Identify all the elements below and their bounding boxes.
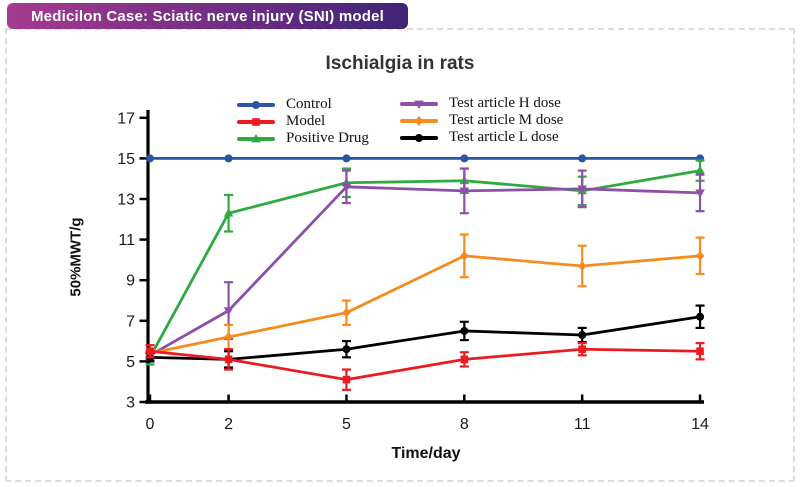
legend-column-2: Test article H dose Test article M dose …	[400, 95, 563, 146]
svg-text:8: 8	[460, 416, 469, 433]
triangle-up-marker-icon	[248, 132, 264, 146]
legend-label: Control	[286, 96, 332, 112]
svg-text:14: 14	[691, 416, 709, 433]
legend-item-l-dose: Test article L dose	[400, 129, 563, 146]
svg-text:2: 2	[224, 416, 233, 433]
legend-label: Positive Drug	[286, 130, 369, 146]
series-control	[146, 154, 705, 163]
triangle-down-marker-icon	[411, 97, 427, 111]
case-badge: Medicilon Case: Sciatic nerve injury (SN…	[7, 3, 408, 29]
legend-line-sample	[237, 133, 275, 142]
legend-label: Test article L dose	[449, 129, 559, 145]
series-model	[145, 342, 705, 391]
legend-line-sample	[400, 115, 438, 126]
y-axis-label: 50%MWT/g	[67, 217, 85, 297]
legend-label: Test article M dose	[449, 112, 564, 128]
legend-line-sample	[237, 117, 275, 126]
svg-text:0: 0	[146, 416, 155, 433]
legend-item-m-dose: Test article M dose	[400, 112, 563, 129]
series-test-article-m-dose	[145, 233, 705, 359]
svg-text:9: 9	[126, 273, 135, 290]
case-badge-label: Medicilon Case: Sciatic nerve injury (SN…	[30, 7, 385, 25]
legend-line-sample	[400, 100, 438, 109]
legend-line-sample	[400, 133, 438, 142]
chart-title: Ischialgia in rats	[325, 53, 475, 74]
legend-item-model: Model	[237, 113, 369, 130]
legend-item-control: Control	[237, 96, 369, 113]
square-marker-icon	[248, 115, 264, 129]
svg-text:13: 13	[117, 192, 135, 209]
circle-marker-icon	[411, 131, 427, 145]
svg-text:11: 11	[574, 416, 591, 433]
legend-column-1: Control Model Positive Drug	[237, 96, 369, 147]
svg-text:7: 7	[126, 313, 135, 330]
svg-text:5: 5	[126, 354, 135, 371]
svg-text:3: 3	[126, 395, 135, 412]
legend-item-h-dose: Test article H dose	[400, 95, 563, 112]
legend-label: Model	[286, 113, 326, 129]
legend-line-sample	[237, 100, 275, 109]
circle-marker-icon	[248, 98, 264, 112]
svg-text:15: 15	[117, 151, 135, 168]
legend-label: Test article H dose	[449, 95, 561, 111]
svg-text:5: 5	[342, 416, 351, 433]
diamond-marker-icon	[411, 114, 427, 128]
x-axis-label: Time/day	[391, 445, 461, 462]
svg-text:17: 17	[117, 110, 135, 127]
svg-text:11: 11	[118, 232, 135, 249]
legend-item-positive-drug: Positive Drug	[237, 130, 369, 147]
